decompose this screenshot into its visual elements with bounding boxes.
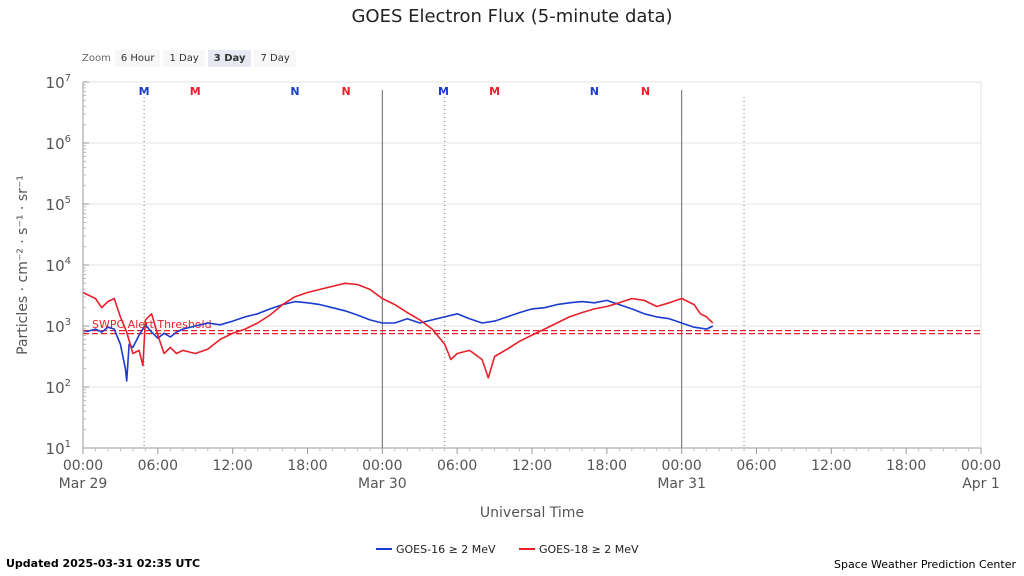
noon-midnight-marker: M <box>438 85 449 98</box>
y-tick-label: 107 <box>46 73 71 92</box>
legend-item-goes16[interactable]: GOES-16 ≥ 2 MeV <box>376 543 496 556</box>
threshold-label: SWPC Alert Threshold <box>92 318 212 331</box>
zoom-control: Zoom 6 Hour 1 Day 3 Day 7 Day <box>82 50 299 67</box>
x-tick-time-label: 18:00 <box>587 458 627 474</box>
x-tick-date-label: Apr 1 <box>962 476 1000 492</box>
x-tick-date-label: Mar 29 <box>59 476 108 492</box>
y-tick-label: 106 <box>46 134 71 153</box>
x-tick-time-label: 00:00 <box>362 458 402 474</box>
legend-label: GOES-18 ≥ 2 MeV <box>539 543 639 556</box>
x-tick-date-label: Mar 30 <box>358 476 407 492</box>
y-tick-label: 103 <box>46 317 71 336</box>
y-tick-label: 104 <box>46 256 71 275</box>
series-line-goes16 <box>82 299 714 382</box>
x-tick-time-label: 18:00 <box>886 458 926 474</box>
zoom-7-day-button[interactable]: 7 Day <box>254 50 296 67</box>
series-line-goes18 <box>82 282 714 379</box>
x-tick-time-label: 12:00 <box>212 458 252 474</box>
zoom-label: Zoom <box>82 53 111 64</box>
x-tick-time-label: 06:00 <box>736 458 776 474</box>
x-tick-time-label: 12:00 <box>811 458 851 474</box>
noon-midnight-marker: M <box>489 85 500 98</box>
chart-title: GOES Electron Flux (5-minute data) <box>351 6 673 27</box>
legend-label: GOES-16 ≥ 2 MeV <box>396 543 496 556</box>
x-tick-date-label: Mar 31 <box>657 476 706 492</box>
legend-item-goes18[interactable]: GOES-18 ≥ 2 MeV <box>519 543 639 556</box>
noon-midnight-marker: M <box>190 85 201 98</box>
noon-midnight-marker: N <box>590 85 599 98</box>
noon-midnight-marker: N <box>342 85 351 98</box>
zoom-1-day-button[interactable]: 1 Day <box>163 50 205 67</box>
x-tick-time-label: 06:00 <box>437 458 477 474</box>
x-tick-time-label: 06:00 <box>138 458 178 474</box>
y-tick-label: 102 <box>46 378 71 397</box>
y-tick-label: 101 <box>46 439 71 458</box>
updated-timestamp: Updated 2025-03-31 02:35 UTC <box>6 557 201 570</box>
zoom-3-day-button[interactable]: 3 Day <box>207 50 252 67</box>
credit-text: Space Weather Prediction Center <box>834 558 1016 571</box>
noon-midnight-marker: N <box>290 85 299 98</box>
x-axis-title: Universal Time <box>480 505 584 521</box>
x-tick-time-label: 00:00 <box>961 458 1001 474</box>
noon-midnight-marker: N <box>641 85 650 98</box>
x-tick-time-label: 00:00 <box>661 458 701 474</box>
y-axis-title: Particles · cm⁻² · s⁻¹ · sr⁻¹ <box>15 175 31 355</box>
x-tick-time-label: 18:00 <box>287 458 327 474</box>
y-tick-label: 105 <box>46 195 71 214</box>
zoom-6-hour-button[interactable]: 6 Hour <box>114 50 161 67</box>
noon-midnight-marker: M <box>139 85 150 98</box>
x-tick-time-label: 00:00 <box>63 458 103 474</box>
x-tick-time-label: 12:00 <box>512 458 552 474</box>
